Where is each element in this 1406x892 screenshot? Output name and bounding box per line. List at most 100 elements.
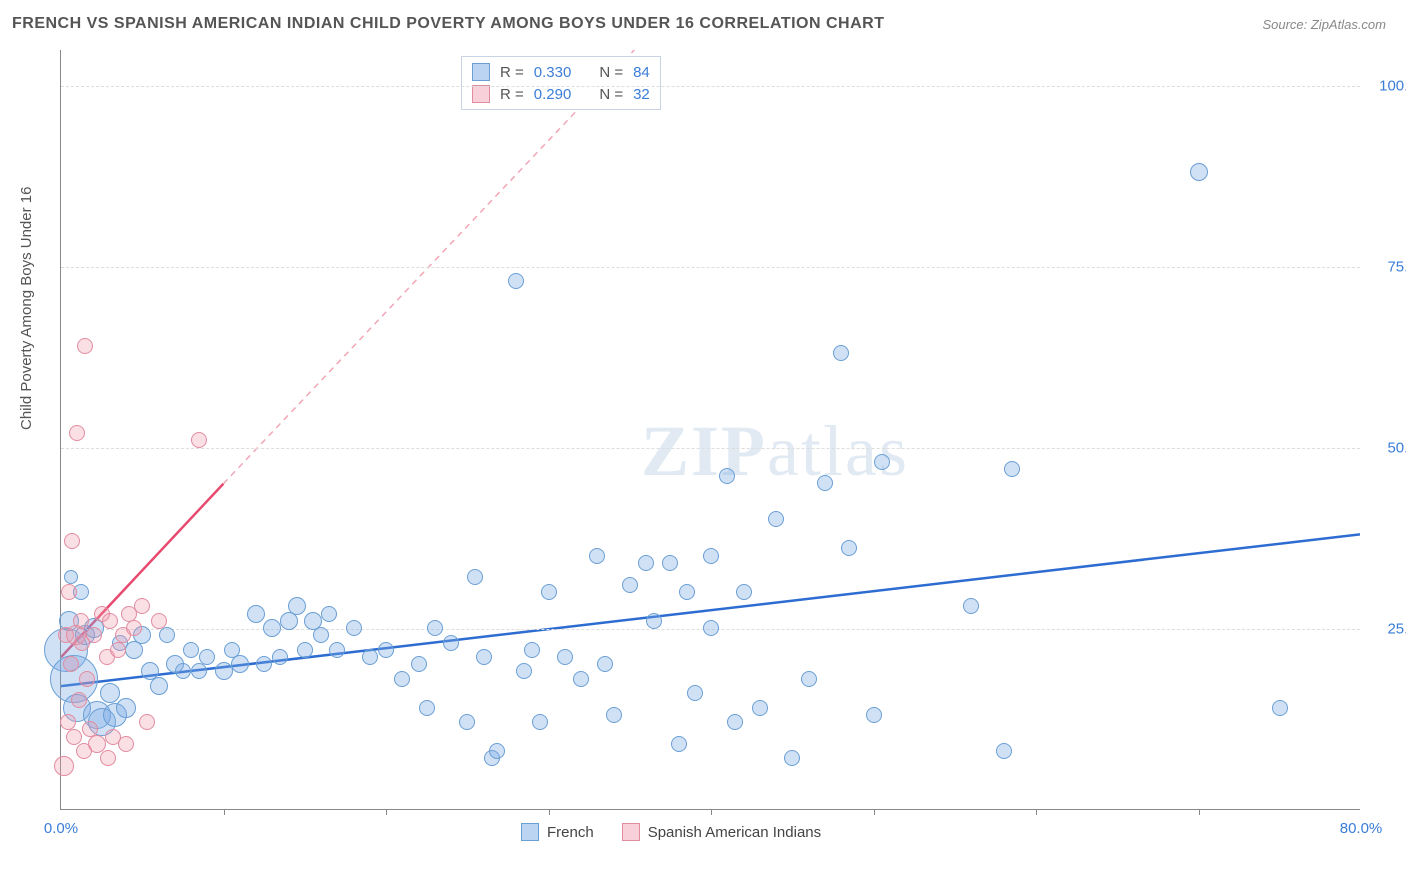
- data-point: [874, 454, 890, 470]
- data-point: [394, 671, 410, 687]
- x-tick: [711, 809, 712, 815]
- trend-lines: [61, 50, 1360, 809]
- data-point: [288, 597, 306, 615]
- data-point: [63, 656, 79, 672]
- data-point: [102, 613, 118, 629]
- data-point: [272, 649, 288, 665]
- data-point: [134, 598, 150, 614]
- gridline: [61, 86, 1360, 87]
- data-point: [329, 642, 345, 658]
- data-point: [489, 743, 505, 759]
- data-point: [362, 649, 378, 665]
- data-point: [100, 683, 120, 703]
- data-point: [768, 511, 784, 527]
- x-tick: [1036, 809, 1037, 815]
- data-point: [378, 642, 394, 658]
- x-tick-label: 80.0%: [1340, 820, 1383, 837]
- data-point: [297, 642, 313, 658]
- legend-swatch: [472, 63, 490, 81]
- data-point: [996, 743, 1012, 759]
- data-point: [508, 273, 524, 289]
- data-point: [64, 570, 78, 584]
- data-point: [199, 649, 215, 665]
- data-point: [589, 548, 605, 564]
- data-point: [516, 663, 532, 679]
- data-point: [801, 671, 817, 687]
- r-value: 0.330: [534, 64, 572, 81]
- x-tick: [224, 809, 225, 815]
- y-axis-label: Child Poverty Among Boys Under 16: [18, 187, 35, 430]
- y-tick-label: 75.0%: [1370, 259, 1406, 276]
- stats-row: R = 0.330 N = 84: [472, 61, 650, 83]
- data-point: [66, 729, 82, 745]
- data-point: [1190, 163, 1208, 181]
- data-point: [557, 649, 573, 665]
- data-point: [191, 432, 207, 448]
- legend: French Spanish American Indians: [521, 823, 821, 841]
- y-tick-label: 100.0%: [1370, 78, 1406, 95]
- chart-title: FRENCH VS SPANISH AMERICAN INDIAN CHILD …: [12, 15, 884, 33]
- legend-swatch: [472, 85, 490, 103]
- data-point: [88, 735, 106, 753]
- data-point: [638, 555, 654, 571]
- data-point: [524, 642, 540, 658]
- data-point: [817, 475, 833, 491]
- data-point: [64, 533, 80, 549]
- data-point: [110, 642, 126, 658]
- data-point: [183, 642, 199, 658]
- data-point: [346, 620, 362, 636]
- legend-swatch: [521, 823, 539, 841]
- y-tick-label: 50.0%: [1370, 440, 1406, 457]
- data-point: [443, 635, 459, 651]
- data-point: [77, 338, 93, 354]
- x-tick: [386, 809, 387, 815]
- data-point: [866, 707, 882, 723]
- n-value: 32: [633, 86, 650, 103]
- x-tick: [549, 809, 550, 815]
- r-label: R =: [500, 86, 524, 103]
- y-tick-label: 25.0%: [1370, 621, 1406, 638]
- x-tick: [1199, 809, 1200, 815]
- gridline: [61, 448, 1360, 449]
- data-point: [100, 750, 116, 766]
- data-point: [736, 584, 752, 600]
- data-point: [118, 736, 134, 752]
- n-label: N =: [599, 64, 623, 81]
- data-point: [231, 655, 249, 673]
- data-point: [467, 569, 483, 585]
- scatter-plot: ZIPatlas R = 0.330 N = 84 R = 0.290 N = …: [60, 50, 1360, 810]
- data-point: [126, 620, 142, 636]
- data-point: [151, 613, 167, 629]
- source-name: ZipAtlas.com: [1311, 17, 1386, 32]
- data-point: [86, 627, 102, 643]
- legend-item: Spanish American Indians: [622, 823, 821, 841]
- data-point: [532, 714, 548, 730]
- data-point: [139, 714, 155, 730]
- data-point: [752, 700, 768, 716]
- data-point: [73, 613, 89, 629]
- data-point: [833, 345, 849, 361]
- source-attribution: Source: ZipAtlas.com: [1262, 17, 1386, 32]
- data-point: [411, 656, 427, 672]
- data-point: [963, 598, 979, 614]
- data-point: [573, 671, 589, 687]
- n-label: N =: [599, 86, 623, 103]
- gridline: [61, 267, 1360, 268]
- data-point: [321, 606, 337, 622]
- data-point: [784, 750, 800, 766]
- data-point: [679, 584, 695, 600]
- data-point: [622, 577, 638, 593]
- data-point: [71, 692, 87, 708]
- data-point: [646, 613, 662, 629]
- data-point: [215, 662, 233, 680]
- data-point: [150, 677, 168, 695]
- data-point: [703, 620, 719, 636]
- data-point: [1004, 461, 1020, 477]
- data-point: [541, 584, 557, 600]
- data-point: [1272, 700, 1288, 716]
- r-label: R =: [500, 64, 524, 81]
- x-tick-label: 0.0%: [44, 820, 78, 837]
- data-point: [61, 584, 77, 600]
- data-point: [54, 756, 74, 776]
- data-point: [79, 671, 95, 687]
